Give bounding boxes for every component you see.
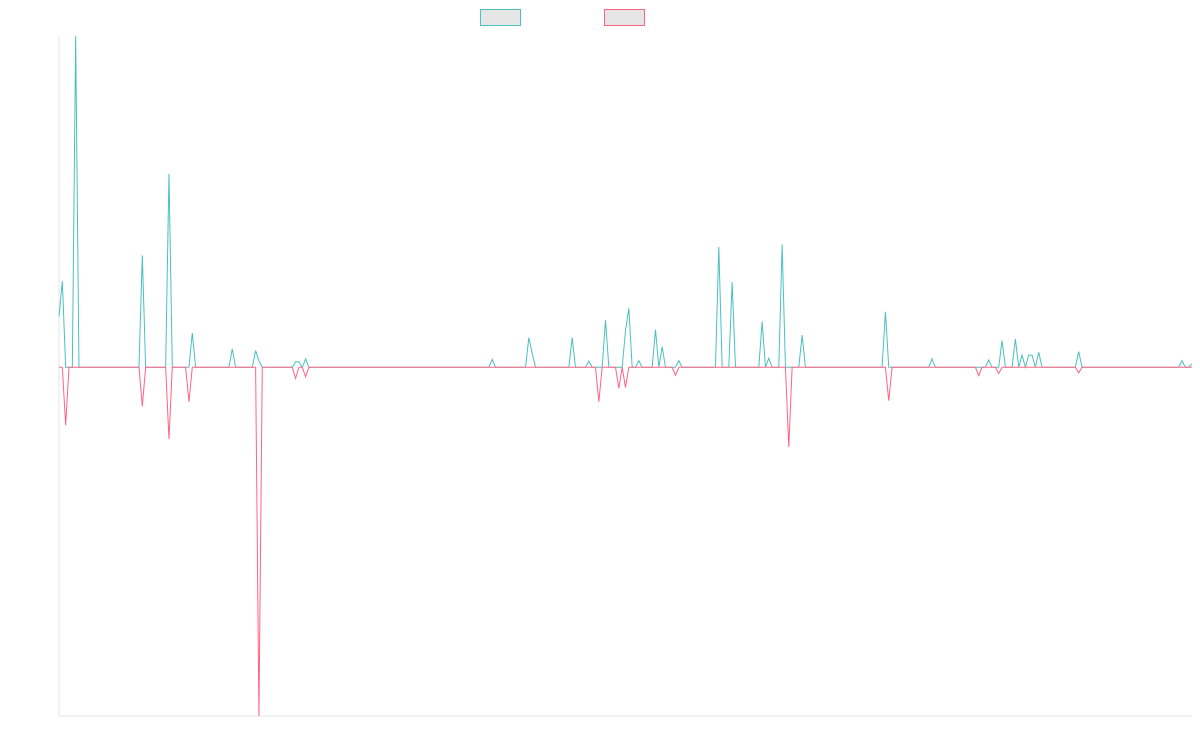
- legend: [480, 9, 645, 26]
- axes: [58, 36, 1192, 717]
- legend-swatch-teal[interactable]: [480, 9, 521, 26]
- series-group: [58, 35, 1193, 717]
- series-teal-line: [58, 35, 1193, 370]
- legend-swatch-rose[interactable]: [604, 9, 645, 26]
- series-rose-line: [59, 366, 1192, 717]
